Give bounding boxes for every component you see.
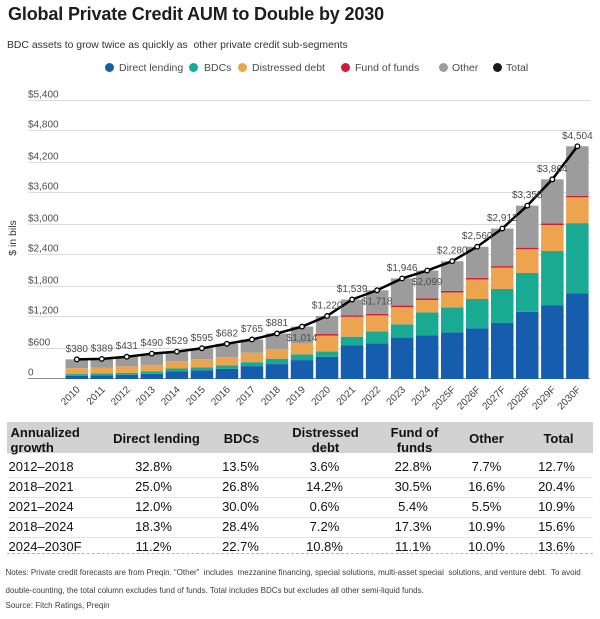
svg-text:$765: $765 [241, 324, 264, 335]
svg-text:2029F: 2029F [530, 384, 558, 412]
svg-text:$2,280: $2,280 [437, 246, 468, 257]
svg-text:2020: 2020 [310, 384, 334, 408]
svg-text:2019: 2019 [284, 384, 308, 408]
svg-text:2026F: 2026F [455, 384, 483, 412]
svg-text:2025F: 2025F [430, 384, 458, 412]
svg-text:$380: $380 [66, 344, 89, 355]
svg-text:2021: 2021 [335, 384, 359, 408]
svg-text:$3,000: $3,000 [28, 214, 59, 225]
svg-text:$2,912: $2,912 [487, 213, 518, 224]
svg-text:2013: 2013 [134, 384, 158, 408]
svg-text:$1,946: $1,946 [387, 263, 418, 274]
svg-text:2012: 2012 [109, 384, 133, 408]
svg-text:2014: 2014 [159, 384, 183, 408]
svg-text:$490: $490 [141, 338, 164, 349]
svg-text:2018: 2018 [259, 384, 283, 408]
svg-text:0: 0 [28, 368, 34, 379]
svg-text:$682: $682 [216, 328, 239, 339]
svg-text:2022: 2022 [360, 384, 384, 408]
svg-text:$2,099: $2,099 [412, 277, 443, 288]
svg-text:$595: $595 [191, 333, 214, 344]
svg-text:$1,014: $1,014 [287, 333, 318, 344]
svg-text:2023: 2023 [385, 384, 409, 408]
svg-text:$1,200: $1,200 [28, 306, 59, 317]
svg-text:2015: 2015 [184, 384, 208, 408]
svg-text:$1,220: $1,220 [312, 301, 343, 312]
svg-text:$2,560: $2,560 [462, 231, 493, 242]
svg-text:$4,800: $4,800 [28, 120, 59, 131]
svg-text:$4,200: $4,200 [28, 152, 59, 163]
svg-text:2016: 2016 [209, 384, 233, 408]
svg-text:$2,400: $2,400 [28, 244, 59, 255]
svg-text:2011: 2011 [85, 384, 108, 407]
svg-text:2010: 2010 [59, 384, 83, 408]
svg-text:$389: $389 [91, 343, 114, 354]
svg-text:$1,800: $1,800 [28, 276, 59, 287]
svg-text:2030F: 2030F [556, 384, 584, 412]
svg-text:2017: 2017 [234, 384, 258, 408]
svg-text:$1,539: $1,539 [337, 284, 368, 295]
svg-text:2028F: 2028F [505, 384, 533, 412]
svg-text:$431: $431 [116, 341, 139, 352]
svg-text:$3,864: $3,864 [537, 164, 568, 175]
svg-text:$5,400: $5,400 [28, 90, 59, 101]
svg-text:$881: $881 [266, 318, 289, 329]
svg-text:$600: $600 [28, 338, 51, 349]
svg-text:$4,504: $4,504 [562, 131, 593, 142]
svg-text:$3,600: $3,600 [28, 182, 59, 193]
svg-text:$529: $529 [166, 336, 189, 347]
svg-text:$3,355: $3,355 [512, 190, 543, 201]
svg-text:$1,718: $1,718 [362, 297, 393, 308]
svg-text:$ in bils: $ in bils [7, 220, 19, 256]
svg-text:2027F: 2027F [480, 384, 508, 412]
